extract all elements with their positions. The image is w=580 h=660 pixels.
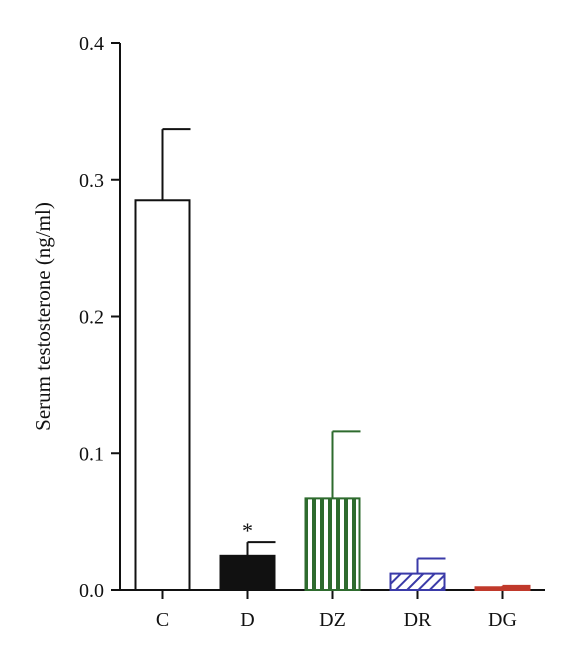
y-tick-label: 0.2 xyxy=(79,307,104,329)
labels-layer: 0.0 0.1 0.2 0.3 0.4 Serum testosterone (ng/ml… xyxy=(31,33,517,631)
bar-dg xyxy=(474,586,531,592)
x-tick-label-d: D xyxy=(240,609,254,631)
x-tick-label-c: C xyxy=(156,609,169,631)
y-tick-label: 0.0 xyxy=(79,580,104,602)
bar-dz xyxy=(304,497,361,591)
y-axis-title: Serum testosterone (ng/ml) xyxy=(31,202,55,431)
significance-marker-d: * xyxy=(242,518,253,543)
x-tick-label-dg: DG xyxy=(488,609,517,631)
bar-dr xyxy=(389,572,446,592)
bar-d xyxy=(219,554,276,591)
x-tick-label-dz: DZ xyxy=(319,609,346,631)
y-tick-label: 0.1 xyxy=(79,443,104,465)
x-tick-label-dr: DR xyxy=(404,609,432,631)
y-tick-label: 0.3 xyxy=(79,170,104,192)
bars-layer xyxy=(134,128,531,592)
bar-c xyxy=(134,199,191,591)
y-tick-label: 0.4 xyxy=(79,33,104,55)
